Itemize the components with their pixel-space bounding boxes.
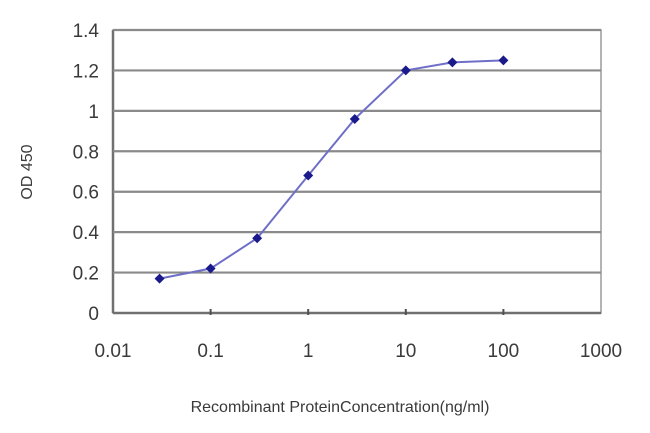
x-tick-label: 10 bbox=[395, 341, 416, 362]
y-axis-title: OD 450 bbox=[19, 144, 36, 199]
y-tick-label: 1.2 bbox=[73, 61, 99, 82]
series-line bbox=[159, 59, 504, 280]
data-point-marker bbox=[303, 170, 314, 181]
x-tick-label: 1000 bbox=[580, 341, 622, 362]
x-tick-label: 1 bbox=[303, 341, 314, 362]
y-tick-label: 0.8 bbox=[73, 142, 99, 163]
y-tick-label: 0.4 bbox=[73, 223, 100, 244]
data-point-marker bbox=[252, 233, 263, 244]
data-point-marker bbox=[349, 113, 360, 124]
y-tick-label: 1.4 bbox=[73, 21, 100, 42]
data-point-marker bbox=[498, 55, 509, 66]
y-tick-label: 0 bbox=[88, 304, 99, 325]
x-axis-title: Recombinant ProteinConcentration(ng/ml) bbox=[191, 399, 490, 416]
plot-border bbox=[112, 29, 602, 314]
x-tick-label: 100 bbox=[488, 341, 520, 362]
y-tick-label: 1 bbox=[88, 102, 99, 123]
x-tick-label: 0.01 bbox=[95, 341, 132, 362]
plot-area bbox=[111, 29, 602, 315]
y-tick-label: 0.2 bbox=[73, 264, 99, 285]
data-point-marker bbox=[447, 57, 458, 68]
data-point-marker bbox=[154, 273, 165, 284]
x-axis-tick-labels: 0.01 0.1 1 10 100 1000 bbox=[95, 341, 623, 362]
data-point-marker bbox=[205, 263, 216, 274]
data-series bbox=[154, 55, 509, 284]
y-tick-label: 0.6 bbox=[73, 183, 99, 204]
y-axis-tick-labels: 0 0.2 0.4 0.6 0.8 1 1.2 1.4 bbox=[73, 21, 100, 325]
data-point-marker bbox=[400, 65, 411, 76]
x-tick-label: 0.1 bbox=[197, 341, 223, 362]
x-axis-ticks bbox=[209, 309, 505, 315]
